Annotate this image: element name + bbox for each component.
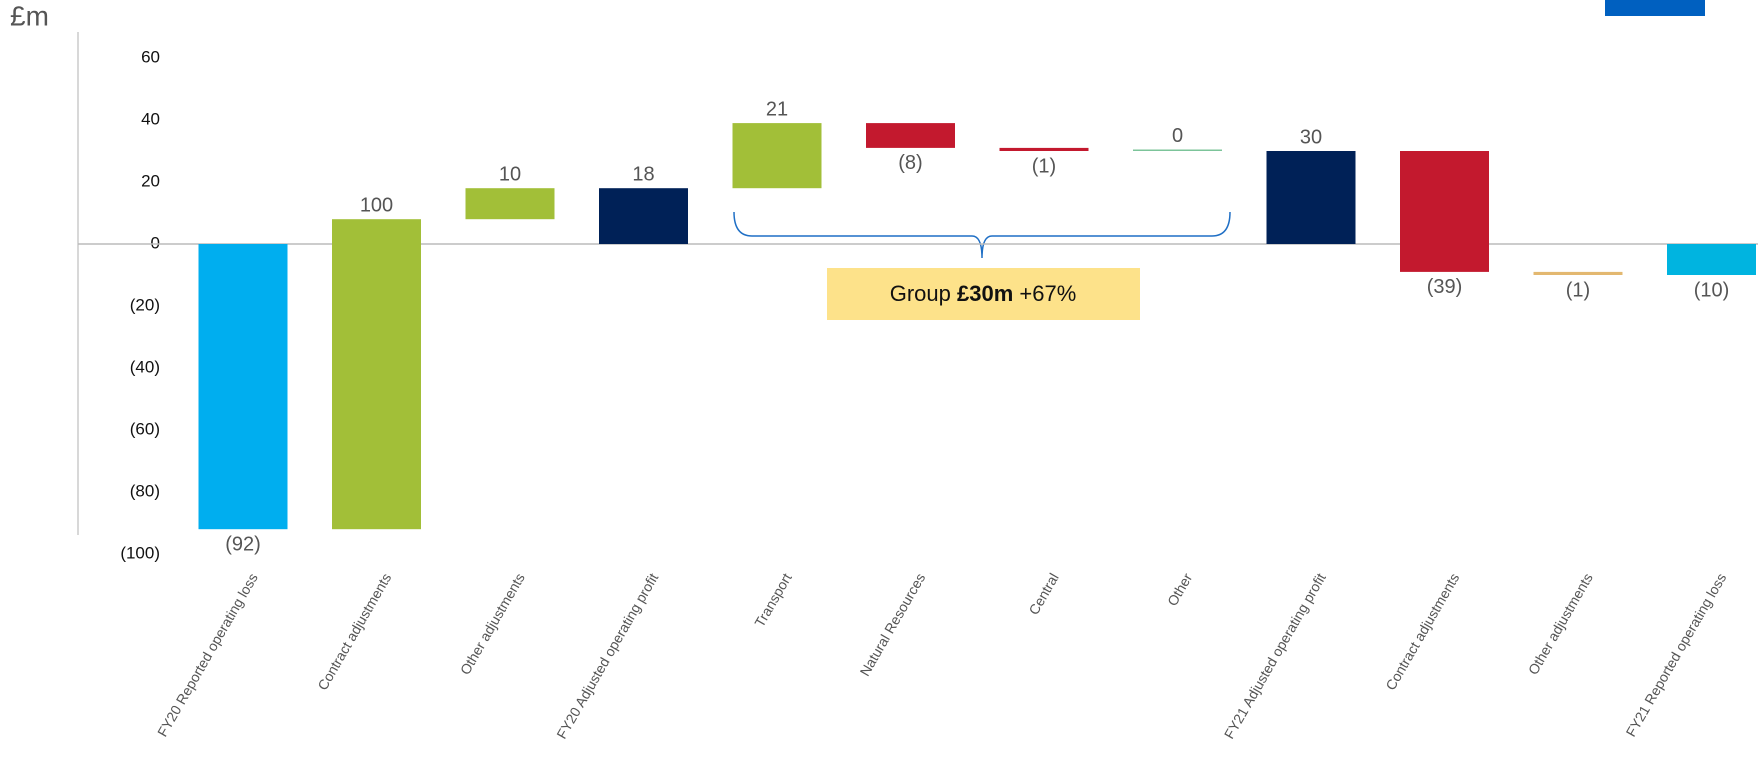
annotation: Group £30m +67% — [890, 281, 1077, 306]
y-tick-label: 20 — [141, 171, 160, 190]
value-label: 18 — [632, 163, 654, 185]
value-label: (92) — [225, 533, 261, 555]
value-label: (39) — [1427, 276, 1463, 298]
x-tick-label: Other adjustments — [457, 570, 528, 677]
value-label: 10 — [499, 163, 521, 185]
value-label: 100 — [360, 194, 393, 216]
y-tick-label: (100) — [120, 543, 160, 562]
y-tick-label: (60) — [130, 419, 160, 438]
y-tick-label: (40) — [130, 357, 160, 376]
value-label: (10) — [1694, 279, 1730, 301]
x-tick-label: Transport — [751, 570, 795, 630]
x-tick-label: Other adjustments — [1525, 570, 1596, 677]
bar — [198, 244, 288, 530]
value-label: (1) — [1032, 155, 1056, 177]
x-tick-label: FY20 Reported operating loss — [154, 570, 261, 739]
x-tick-label: FY21 Reported operating loss — [1622, 570, 1729, 739]
bar — [999, 147, 1089, 151]
bar — [732, 123, 822, 189]
y-tick-label: (20) — [130, 295, 160, 314]
bar — [1266, 151, 1356, 244]
annotation-part: £30m — [957, 281, 1013, 306]
y-tick-label: 0 — [151, 233, 160, 252]
value-label: 0 — [1172, 125, 1183, 147]
x-tick-label: Contract adjustments — [314, 570, 394, 693]
annotation-part: +67% — [1019, 281, 1076, 306]
bar — [599, 188, 688, 244]
y-tick-label: (80) — [130, 481, 160, 500]
annotation-part: Group — [890, 281, 951, 306]
x-tick-label: Central — [1025, 570, 1061, 617]
bar — [1133, 149, 1222, 151]
x-tick-label: FY20 Adjusted operating profit — [553, 570, 661, 741]
value-label: 21 — [766, 98, 788, 120]
bar — [1400, 151, 1489, 272]
y-tick-label: 60 — [141, 47, 160, 66]
y-unit-label: £m — [10, 0, 49, 31]
corner-decoration — [1605, 0, 1705, 16]
value-label: (8) — [898, 152, 922, 174]
x-tick-label: Natural Resources — [856, 570, 928, 678]
y-tick-label: 40 — [141, 109, 160, 128]
value-label: (1) — [1566, 279, 1590, 301]
bar — [465, 188, 555, 220]
value-label: 30 — [1300, 126, 1322, 148]
annotation-box — [827, 268, 1140, 320]
bar — [1667, 244, 1756, 275]
bar — [1533, 271, 1623, 275]
x-tick-label: Other — [1164, 570, 1196, 609]
bar — [332, 219, 421, 530]
group-brace — [733, 211, 1231, 259]
x-tick-label: Contract adjustments — [1382, 570, 1462, 693]
x-tick-label: FY21 Adjusted operating profit — [1221, 570, 1329, 741]
bar — [866, 123, 955, 148]
